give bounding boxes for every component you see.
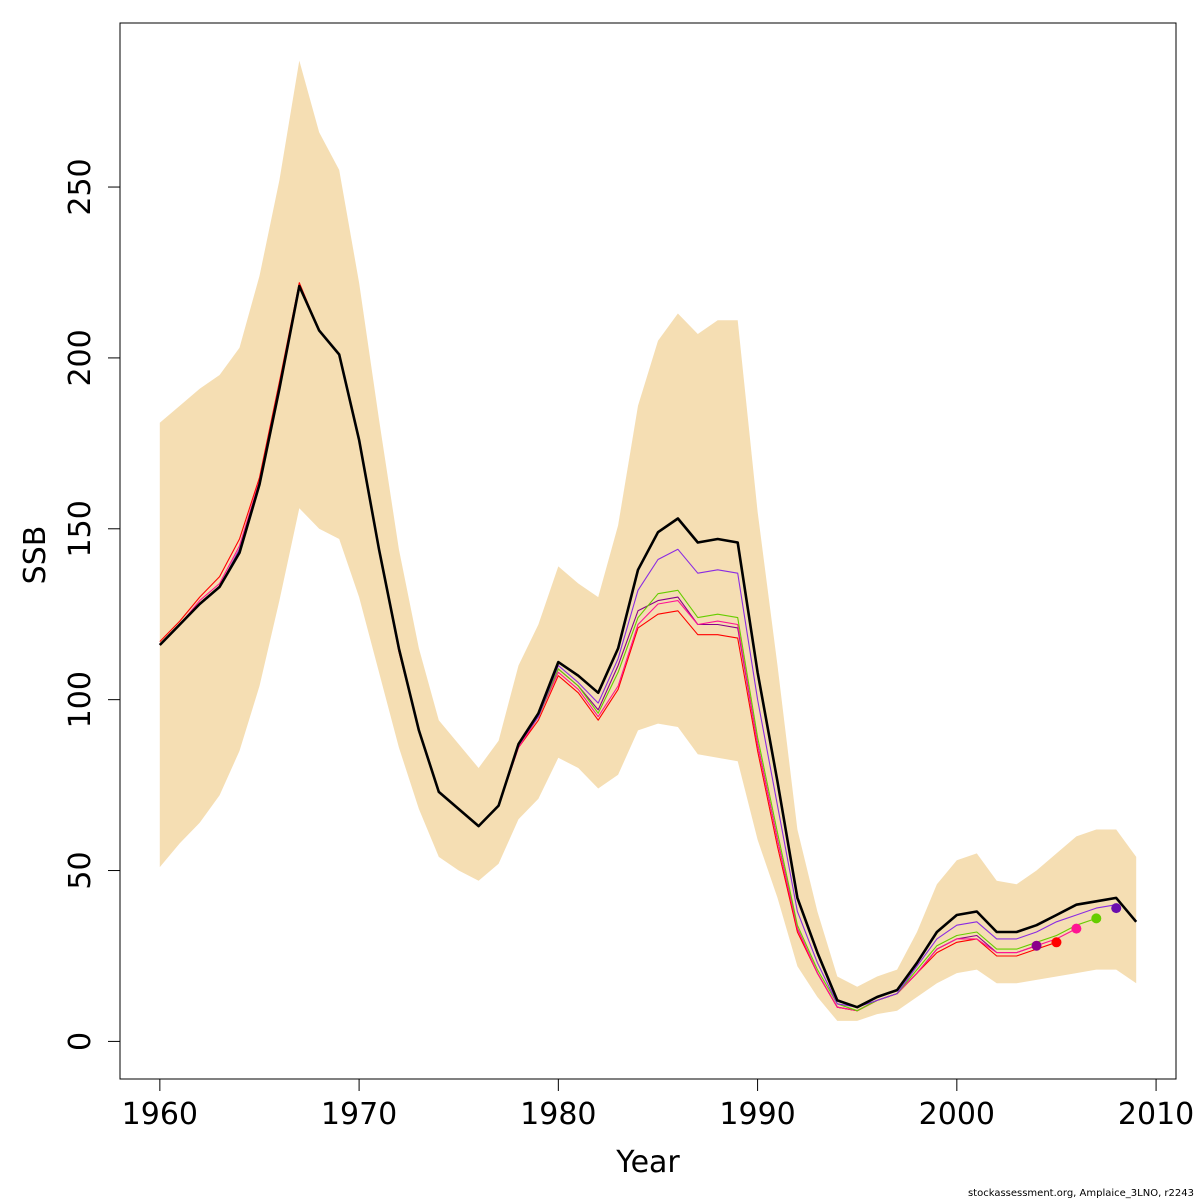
x-tick-label: 2010	[1118, 1097, 1194, 1132]
y-tick-label: 50	[63, 851, 98, 889]
terminal-point	[1111, 903, 1122, 914]
x-tick-label: 1970	[321, 1097, 397, 1132]
terminal-point	[1051, 937, 1062, 948]
x-tick-label: 1990	[719, 1097, 795, 1132]
terminal-point	[1031, 940, 1042, 951]
y-axis-title: SSB	[18, 526, 53, 585]
y-tick-label: 0	[63, 1032, 98, 1051]
x-axis: 1960 1970 1980 1990 2000 2010	[122, 1078, 1194, 1132]
points-layer	[1031, 903, 1122, 951]
y-tick-label: 150	[63, 500, 98, 557]
series-layer	[158, 282, 1138, 1012]
x-tick-label: 2000	[919, 1097, 995, 1132]
y-tick-label: 200	[63, 329, 98, 386]
x-tick-label: 1960	[122, 1097, 198, 1132]
ssb-line-main	[158, 284, 1138, 1009]
confidence-band-layer	[159, 60, 1137, 1021]
y-axis: 0 50 100 150 200 250	[63, 158, 121, 1051]
y-tick-label: 250	[63, 158, 98, 215]
x-tick-label: 1980	[520, 1097, 596, 1132]
terminal-point	[1091, 913, 1102, 924]
confidence-band	[159, 60, 1137, 1021]
y-tick-label: 100	[63, 671, 98, 728]
terminal-point	[1071, 923, 1082, 934]
x-axis-title: Year	[615, 1145, 680, 1180]
footer-credit: stockassessment.org, Amplaice_3LNO, r224…	[968, 1188, 1194, 1199]
